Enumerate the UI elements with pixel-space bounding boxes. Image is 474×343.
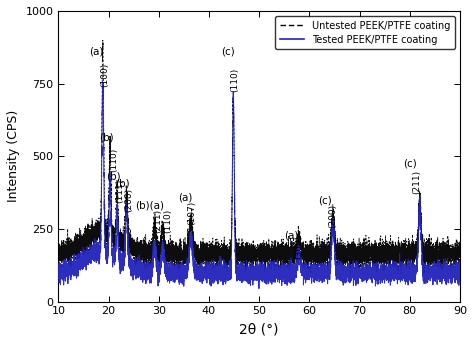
Text: (110): (110): [109, 148, 118, 172]
Text: (b): (b): [106, 171, 121, 181]
Text: (100): (100): [100, 62, 109, 86]
Text: (c): (c): [403, 158, 417, 168]
Text: (a): (a): [284, 230, 299, 240]
Text: (200): (200): [125, 187, 134, 212]
Text: (110): (110): [230, 68, 239, 92]
Text: (b)(a): (b)(a): [135, 201, 164, 211]
Text: (200): (200): [328, 204, 337, 228]
Text: (a): (a): [89, 46, 104, 56]
Text: (211): (211): [412, 169, 421, 193]
Text: (300): (300): [294, 235, 303, 260]
Y-axis label: Intensity (CPS): Intensity (CPS): [7, 110, 20, 202]
Text: (c): (c): [319, 196, 332, 206]
Text: (b): (b): [115, 178, 130, 188]
X-axis label: 2θ (°): 2θ (°): [239, 322, 279, 336]
Text: (a): (a): [178, 192, 192, 202]
Text: (c): (c): [221, 46, 235, 56]
Text: (211)
(110): (211) (110): [153, 209, 173, 233]
Text: (111): (111): [116, 179, 125, 203]
Legend: Untested PEEK/PTFE coating, Tested PEEK/PTFE coating: Untested PEEK/PTFE coating, Tested PEEK/…: [275, 16, 455, 49]
Text: (107): (107): [187, 201, 196, 225]
Text: (b): (b): [100, 132, 114, 142]
